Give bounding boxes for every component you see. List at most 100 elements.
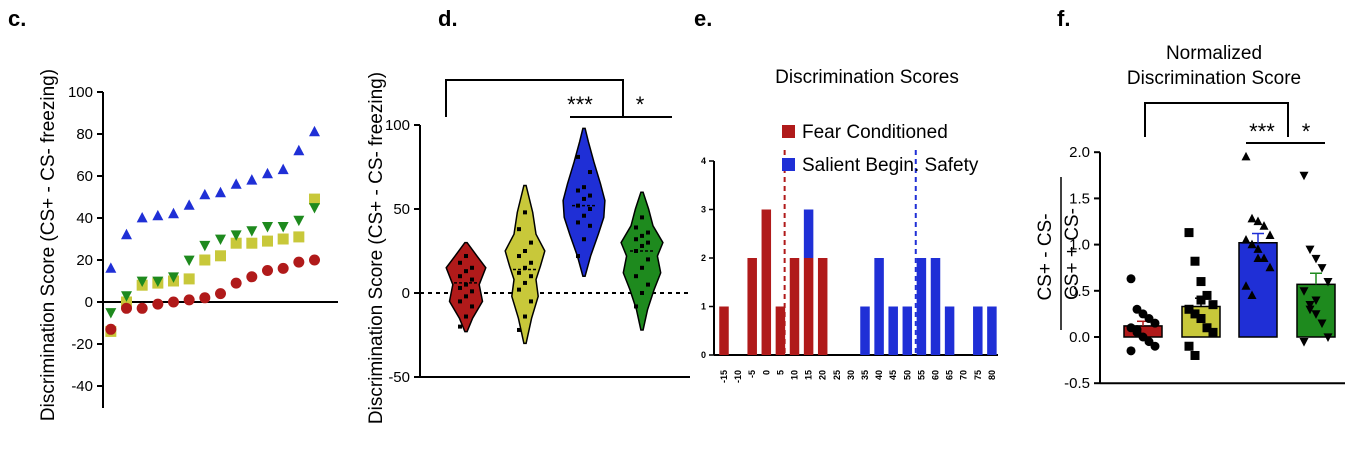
x-tick-label: 35 — [860, 370, 870, 380]
data-point — [1299, 171, 1309, 181]
data-point — [1305, 305, 1315, 315]
y-label-denominator: CS+ + CS- — [1062, 208, 1083, 300]
violin-point — [517, 270, 521, 275]
y-tick-label: 1.5 — [1069, 190, 1090, 207]
panel-f-title-line2: Discrimination Score — [1127, 68, 1301, 89]
y-tick-label: 1.0 — [1069, 237, 1090, 254]
data-point — [277, 222, 289, 233]
violin-point — [523, 314, 527, 319]
x-tick-label: 80 — [987, 370, 997, 380]
data-point — [246, 174, 258, 185]
panel-e-bars — [719, 150, 997, 355]
data-point — [1247, 213, 1257, 223]
violin-point — [588, 207, 592, 211]
violin-point — [634, 274, 638, 279]
data-point — [1259, 221, 1269, 230]
data-point — [1247, 290, 1257, 300]
data-point — [1299, 338, 1309, 347]
panel-f: f. Normalized Discrimination Score CS+ -… — [1035, 6, 1345, 392]
x-tick-label: 0 — [761, 370, 771, 375]
histogram-bar — [902, 306, 913, 355]
data-point — [230, 277, 242, 289]
violin-point — [464, 269, 468, 274]
data-point — [1241, 235, 1251, 244]
panel-f-bars — [1123, 151, 1336, 360]
violin-point — [640, 265, 644, 270]
data-point — [1317, 264, 1327, 273]
data-point — [1265, 230, 1275, 239]
data-point — [1208, 327, 1218, 337]
data-point — [1305, 245, 1315, 255]
data-point — [309, 254, 320, 266]
histogram-bar — [916, 258, 927, 355]
data-point — [1259, 253, 1269, 263]
x-tick-label: 20 — [818, 370, 828, 380]
violin-point — [646, 230, 650, 235]
data-point — [246, 237, 258, 249]
y-tick-label: 50 — [393, 201, 410, 218]
violin-point — [523, 249, 527, 253]
sig-stars-left: *** — [1249, 119, 1275, 144]
data-point — [1184, 341, 1194, 351]
x-tick-label: 55 — [916, 370, 926, 380]
panel-c-points — [105, 125, 320, 337]
violin-point — [464, 254, 468, 259]
data-point — [1126, 274, 1136, 284]
histogram-bar — [803, 258, 814, 355]
violin-point — [640, 291, 644, 295]
violin-point — [470, 277, 474, 282]
y-tick-label: -50 — [388, 369, 410, 386]
y-label-numerator: CS+ - CS- — [1035, 213, 1056, 300]
violin-point — [646, 240, 650, 245]
data-point — [215, 186, 226, 198]
data-point — [1299, 287, 1309, 296]
panel-e-legend: Fear Conditioned Salient Begin. Safety — [782, 122, 979, 176]
histogram-bar — [874, 258, 884, 355]
histogram-bar — [775, 306, 786, 355]
data-point — [1190, 256, 1200, 266]
violin-point — [576, 220, 580, 225]
data-point — [121, 228, 132, 240]
y-tick-label: 1 — [701, 302, 706, 312]
data-point — [105, 308, 117, 319]
data-point — [152, 298, 164, 310]
data-point — [1190, 350, 1200, 360]
panel-d: d. Discrimination Score (CS+ - CS- freez… — [366, 6, 690, 424]
histogram-bar — [761, 209, 772, 355]
data-point — [262, 222, 273, 233]
violin-point — [464, 294, 468, 299]
y-tick-label: 20 — [76, 252, 93, 269]
y-tick-label: 2 — [701, 253, 706, 263]
data-point — [1150, 341, 1160, 351]
histogram-bar — [803, 209, 814, 258]
panel-c-y-axis-label: Discrimination Score (CS+ - CS- freezing… — [38, 69, 59, 421]
data-point — [309, 125, 320, 137]
violin-point — [458, 274, 462, 279]
data-point — [1202, 290, 1212, 300]
y-tick-label: 2.0 — [1069, 144, 1090, 161]
data-point — [309, 193, 320, 205]
histogram-bar — [987, 306, 997, 355]
panel-d-violins — [445, 127, 664, 345]
panel-d-significance: *** * — [445, 79, 672, 118]
y-tick-label: 40 — [76, 210, 93, 227]
violin-point — [470, 289, 474, 294]
violin-point — [517, 287, 521, 292]
data-point — [1253, 216, 1263, 226]
x-tick-label: 50 — [902, 370, 912, 380]
data-point — [105, 262, 117, 273]
data-point — [1317, 319, 1327, 329]
x-tick-label: -10 — [733, 370, 743, 383]
violin-point — [634, 304, 638, 309]
data-point — [1208, 300, 1218, 310]
violin-point — [517, 327, 521, 332]
violin-point — [588, 223, 592, 228]
panel-e-letter: e. — [694, 6, 712, 31]
data-point — [1305, 301, 1315, 310]
x-tick-label: 10 — [790, 370, 800, 380]
violin-point — [458, 299, 462, 304]
sig-bracket-outer — [1144, 102, 1289, 137]
data-point — [168, 272, 179, 283]
